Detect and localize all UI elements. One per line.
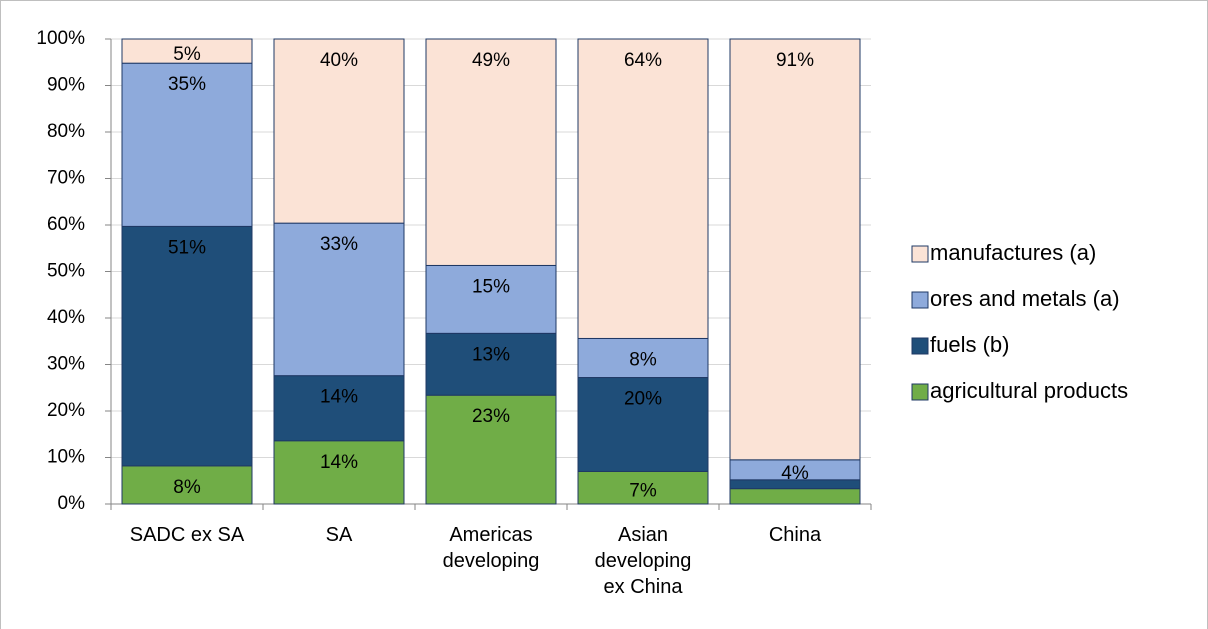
data-label: 13% — [472, 344, 510, 365]
bar-segment — [273, 38, 405, 224]
bar-segment — [577, 470, 709, 505]
x-tick-label: Asian developing ex China — [594, 524, 692, 598]
legend-label: manufactures (a) — [930, 240, 1096, 265]
data-label: 23% — [472, 406, 510, 427]
bar-segment — [121, 62, 253, 227]
bar-segment — [121, 225, 253, 467]
data-label: 91% — [776, 50, 814, 71]
y-tick-label: 10% — [47, 447, 85, 468]
bar-segment — [273, 375, 405, 442]
bar-segment — [577, 38, 709, 339]
y-tick-label: 20% — [47, 400, 85, 421]
y-tick-label: 30% — [47, 354, 85, 375]
x-tick-label: Americas developing — [442, 524, 540, 572]
data-label: 49% — [472, 50, 510, 71]
data-label: 40% — [320, 50, 358, 71]
y-tick-label: 90% — [47, 75, 85, 96]
x-tick-label: SADC ex SA — [129, 524, 245, 546]
bar-segment — [273, 440, 405, 505]
x-tick-label: China — [768, 524, 822, 546]
legend-label: agricultural products — [930, 378, 1128, 403]
data-label: 20% — [624, 389, 662, 410]
bar-segment — [273, 222, 405, 377]
bar-segment — [577, 337, 709, 379]
bar-segment — [577, 377, 709, 472]
legend-swatch — [911, 383, 929, 401]
bar-segment — [425, 264, 557, 334]
bar-segment — [729, 488, 861, 505]
data-label: 4% — [781, 463, 809, 484]
data-label: 51% — [168, 237, 206, 258]
legend-label: ores and metals (a) — [930, 286, 1120, 311]
y-tick-label: 0% — [58, 493, 86, 514]
bar-segment — [121, 465, 253, 505]
legend-label: fuels (b) — [930, 332, 1009, 357]
data-label: 35% — [168, 74, 206, 95]
bar-segment — [121, 38, 253, 64]
data-label: 8% — [629, 349, 657, 370]
bar-segment — [729, 38, 861, 461]
data-label: 64% — [624, 50, 662, 71]
data-label: 14% — [320, 387, 358, 408]
data-label: 15% — [472, 276, 510, 297]
y-tick-label: 40% — [47, 307, 85, 328]
y-tick-label: 80% — [47, 121, 85, 142]
legend-swatch — [911, 291, 929, 309]
legend-swatch — [911, 337, 929, 355]
data-label: 7% — [629, 481, 657, 502]
y-tick-label: 50% — [47, 261, 85, 282]
bar-segment — [425, 38, 557, 266]
legend-swatch — [911, 245, 929, 263]
data-label: 5% — [173, 44, 201, 65]
y-tick-label: 70% — [47, 168, 85, 189]
y-tick-label: 60% — [47, 214, 85, 235]
y-tick-label: 100% — [36, 28, 85, 49]
bar-segment — [425, 332, 557, 396]
data-label: 14% — [320, 452, 358, 473]
data-label: 8% — [173, 477, 201, 498]
bar-segment — [425, 394, 557, 505]
x-tick-label: SA — [325, 524, 353, 546]
data-label: 33% — [320, 234, 358, 255]
